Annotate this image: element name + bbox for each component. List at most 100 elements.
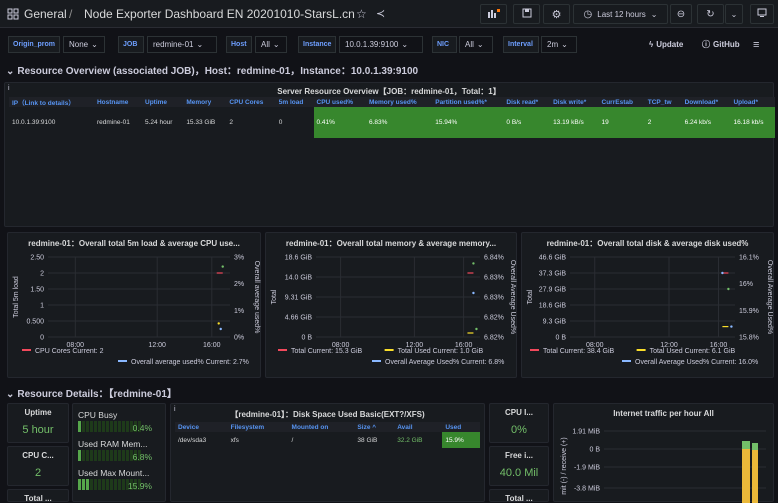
data-point xyxy=(475,327,478,331)
bar-gauge-cell xyxy=(82,421,85,432)
data-point xyxy=(472,262,475,265)
bar-gauge-cell xyxy=(86,421,89,432)
panel-title[interactable]: redmine-01：Overall total memory & averag… xyxy=(285,239,497,248)
y2-axis-label: Overall Average Used% xyxy=(509,260,516,334)
column-header[interactable]: Download* xyxy=(681,97,731,107)
x-tick-label: 16:00 xyxy=(455,342,473,349)
column-header[interactable]: Uptime xyxy=(142,97,184,107)
settings-button[interactable]: ⚙ xyxy=(543,4,570,24)
y2-tick-label: 6.83% xyxy=(484,295,504,302)
column-header[interactable]: Disk read* xyxy=(503,97,551,107)
column-header[interactable]: Upload* xyxy=(730,97,775,107)
y-tick-label: 0 B xyxy=(301,335,312,342)
y-tick-label: 9.3 GiB xyxy=(543,319,567,326)
bar-gauge-cell xyxy=(134,421,137,432)
row-title-resource-details[interactable]: ⌄ Resource Details：【redmine-01】 xyxy=(6,385,177,400)
github-link[interactable]: ⓘ GitHub xyxy=(697,36,743,53)
y-tick-label: 0 B xyxy=(589,447,600,454)
update-link[interactable]: ϟ Update xyxy=(644,36,692,53)
y-tick-label: 27.9 GiB xyxy=(539,287,567,294)
column-header[interactable]: Partition used%* xyxy=(432,97,504,107)
bar-gauge-cell xyxy=(126,421,129,432)
stat-title: Free i... xyxy=(504,451,533,460)
column-header[interactable]: Device xyxy=(175,422,228,432)
y-tick-label: 18.6 GiB xyxy=(285,255,313,262)
column-header[interactable]: Filesystem xyxy=(227,422,289,432)
panel-title[interactable]: redmine-01：Overall total 5m load & avera… xyxy=(28,239,240,248)
variable-select-interval[interactable]: 2m ⌄ xyxy=(541,36,577,53)
internet-traffic-panel: Internet traffic per hour All 1.91 MiB 0 … xyxy=(553,403,774,503)
y-tick-label: 46.6 GiB xyxy=(539,255,567,262)
time-picker[interactable]: ◷ Last 12 hours ⌄ xyxy=(573,4,668,24)
y2-tick-label: 6.82% xyxy=(484,315,504,322)
column-header[interactable]: Size ^ xyxy=(354,422,395,432)
bar-gauge-cell xyxy=(130,479,133,490)
breadcrumb-folder[interactable]: General xyxy=(24,7,67,21)
save-dashboard-button[interactable] xyxy=(513,4,540,24)
column-header[interactable]: Disk write* xyxy=(550,97,599,107)
bar-gauge-cell xyxy=(138,479,141,490)
legend-item: Overall Average Used% Current: 16.0% xyxy=(635,359,758,366)
column-header[interactable]: TCP_tw xyxy=(644,97,682,107)
y-tick-label: 1.91 MiB xyxy=(572,429,600,436)
variable-select-instance[interactable]: 10.0.1.39:9100 ⌄ xyxy=(339,36,423,53)
column-header[interactable]: Memory used% xyxy=(365,97,433,107)
legend-item: Total Current: 15.3 GiB xyxy=(291,348,363,355)
column-header[interactable]: CPU used% xyxy=(313,97,366,107)
row-title-resource-overview[interactable]: ⌄ Resource Overview (associated JOB)，Host… xyxy=(6,62,418,77)
star-icon[interactable]: ☆ xyxy=(356,7,367,21)
column-header[interactable]: 5m load xyxy=(275,97,314,107)
y-tick-label: -3.8 MiB xyxy=(574,486,600,493)
bar-gauge-cpu-busy: CPU Busy 0.4% xyxy=(78,410,164,433)
table-cell[interactable]: 10.0.1.39:9100 xyxy=(12,119,56,126)
column-header[interactable]: Avail xyxy=(394,422,443,432)
apps-icon[interactable] xyxy=(7,8,19,20)
info-icon: i xyxy=(8,85,10,92)
stat-title: Total ... xyxy=(505,494,533,503)
bar-gauge-cell xyxy=(122,421,125,432)
share-icon[interactable]: ≺ xyxy=(376,8,386,20)
add-panel-button[interactable] xyxy=(480,4,507,24)
variable-value: All xyxy=(465,40,474,49)
panel-title[interactable]: redmine-01：Overall total disk & average … xyxy=(546,239,749,248)
tv-mode-button[interactable] xyxy=(750,4,774,24)
dashboard-title[interactable]: Node Exporter Dashboard EN 20201010-Star… xyxy=(84,7,355,21)
column-header[interactable]: Hostname xyxy=(93,97,142,107)
column-header[interactable]: IP（Link to details） xyxy=(9,97,94,107)
x-tick-label: 08:00 xyxy=(67,342,85,349)
variable-select-origin-prom[interactable]: None ⌄ xyxy=(63,36,105,53)
bar-gauge-cell xyxy=(90,479,93,490)
panel-title[interactable]: Internet traffic per hour All xyxy=(613,409,714,418)
zoom-out-button[interactable]: ⊖ xyxy=(670,4,692,24)
y-axis-label: Total 5m load xyxy=(13,276,20,318)
variable-select-job[interactable]: redmine-01 ⌄ xyxy=(147,36,217,53)
y-tick-label: 0.500 xyxy=(26,319,44,326)
variable-label-origin-prom: Origin_prom xyxy=(8,36,60,53)
y2-tick-label: 16.1% xyxy=(739,255,759,262)
menu-icon[interactable]: ≡ xyxy=(753,38,760,51)
refresh-interval-dropdown[interactable]: ⌄ xyxy=(725,4,743,24)
bar-gauge-cell xyxy=(118,450,121,461)
variable-select-nic[interactable]: All ⌄ xyxy=(459,36,493,53)
y2-tick-label: 0% xyxy=(234,335,244,342)
github-link-label: GitHub xyxy=(713,40,740,49)
bar-gauge-label: Used RAM Mem... xyxy=(78,439,148,449)
variable-label-nic: NIC xyxy=(432,36,457,53)
free-inodes-stat-panel: Free i... 40.0 Mil xyxy=(489,446,549,486)
bar-gauge-cell xyxy=(138,450,141,461)
column-header[interactable]: CurrEstab xyxy=(598,97,645,107)
variable-value: redmine-01 xyxy=(153,40,194,49)
column-header[interactable]: CPU Cores xyxy=(226,97,276,107)
y-tick-label: 1 xyxy=(40,303,44,310)
y-axis-label: mit (-) / receive (+) xyxy=(561,437,568,494)
column-header[interactable]: Used xyxy=(442,422,480,432)
stat-title: CPU I... xyxy=(504,408,533,417)
y-tick-label: 14.0 GiB xyxy=(285,275,313,282)
refresh-button[interactable]: ↻ xyxy=(697,4,724,24)
column-header[interactable]: Mounted on xyxy=(288,422,355,432)
legend-item: Overall Average Used% Current: 6.8% xyxy=(385,359,504,366)
bar-gauge-value: 6.8% xyxy=(132,452,152,462)
bar-gauge-panel: CPU Busy 0.4% Used RAM Mem... 6.8% Used … xyxy=(72,403,166,502)
column-header[interactable]: Memory xyxy=(183,97,227,107)
variable-select-host[interactable]: All ⌄ xyxy=(255,36,287,53)
